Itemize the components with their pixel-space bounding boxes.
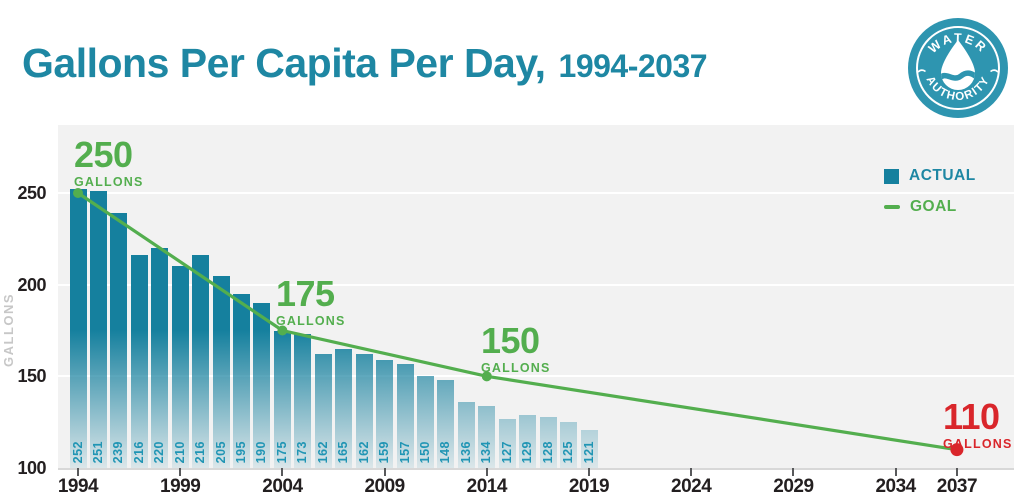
annotation-unit: GALLONS: [74, 175, 144, 189]
y-axis-title: GALLONS: [1, 292, 16, 367]
year-label-2019: 2019: [568, 476, 610, 497]
bar-value-2008: 162: [356, 440, 371, 463]
bar-value-2003: 190: [254, 440, 269, 463]
logo-inner-ring: [916, 26, 1000, 110]
bar-1998: [151, 248, 169, 468]
annotation-unit: GALLONS: [276, 314, 346, 328]
bar-value-2000: 216: [193, 440, 208, 463]
title-date-range: 1994-2037: [558, 48, 708, 84]
xtick-2019: [588, 468, 590, 476]
xtick-2029: [792, 468, 795, 476]
goal-swatch-icon: [884, 205, 900, 209]
bar-value-2006: 162: [315, 440, 330, 463]
year-label-1994: 1994: [57, 476, 99, 497]
bar-value-1994: 252: [70, 440, 85, 463]
year-label-2014: 2014: [466, 476, 508, 497]
xtick-1999: [179, 468, 182, 476]
bar-1994: [69, 189, 87, 468]
annotation-value: 110: [943, 396, 1000, 437]
xtick-1994: [77, 468, 79, 476]
drop-wave: [941, 70, 975, 82]
bar-value-2019: 121: [581, 440, 596, 463]
gridline-250: [58, 192, 1014, 194]
annotation-value: 175: [276, 273, 335, 314]
bar-1997: [130, 255, 148, 468]
bar-value-2002: 195: [234, 440, 249, 463]
actual-swatch-icon: [884, 168, 899, 184]
bar-value-2009: 159: [377, 440, 392, 463]
xtick-2034: [894, 468, 897, 476]
bar-value-1995: 251: [90, 440, 105, 463]
annotation-150-gallons: 150 GALLONS: [481, 323, 551, 375]
logo-tilde-right: [990, 69, 999, 73]
annotation-175-gallons: 175 GALLONS: [276, 276, 346, 328]
bar-value-2007: 165: [336, 440, 351, 463]
bar-value-2013: 136: [458, 440, 473, 463]
water-authority-logo: WATER AUTHORITY: [908, 18, 1008, 118]
annotation-value: 150: [481, 320, 540, 361]
year-label-2029: 2029: [773, 476, 814, 497]
bar-value-2014: 134: [479, 440, 494, 463]
year-label-2009: 2009: [364, 476, 405, 497]
bar-1996: [110, 213, 128, 468]
annotation-110-gallons: 110 GALLONS: [943, 399, 1013, 451]
bar-value-2016: 129: [520, 440, 535, 463]
bar-value-1999: 210: [172, 440, 187, 463]
bar-value-2017: 128: [540, 440, 555, 463]
annotation-value: 250: [74, 134, 133, 175]
legend-label-actual: ACTUAL: [909, 167, 976, 184]
legend-item-goal: GOAL: [884, 198, 976, 216]
legend-label-goal: GOAL: [910, 198, 957, 215]
year-label-1999: 1999: [160, 476, 201, 497]
logo-tilde-left: [917, 69, 926, 73]
bar-1999: [171, 266, 189, 468]
bar-value-2018: 125: [561, 440, 576, 463]
ytick-label-150: 150: [17, 366, 46, 387]
bar-value-2004: 175: [274, 440, 289, 463]
bar-2000: [192, 255, 210, 468]
page-title: Gallons Per Capita Per Day, 1994-2037: [22, 40, 708, 87]
xtick-2037: [955, 468, 958, 476]
year-label-2034: 2034: [875, 476, 916, 497]
xtick-2009: [383, 468, 386, 476]
year-label-2037: 2037: [936, 476, 978, 497]
bar-1995: [89, 191, 107, 468]
bar-value-2005: 173: [295, 440, 310, 463]
bar-value-2012: 148: [438, 440, 453, 463]
bar-value-1996: 239: [111, 440, 126, 463]
legend: ACTUAL GOAL: [884, 167, 976, 229]
bar-value-2010: 157: [397, 440, 412, 463]
xtick-2014: [485, 468, 488, 476]
legend-item-actual: ACTUAL: [884, 167, 976, 185]
bar-value-2011: 150: [417, 440, 432, 463]
annotation-250-gallons: 250 GALLONS: [74, 137, 144, 189]
year-label-2004: 2004: [262, 476, 303, 497]
bar-value-2001: 205: [213, 440, 228, 463]
title-main: Gallons Per Capita Per Day,: [22, 40, 546, 86]
bar-value-1997: 216: [131, 440, 146, 463]
year-label-2024: 2024: [671, 476, 712, 497]
ytick-label-250: 250: [17, 183, 46, 203]
bar-value-1998: 220: [152, 440, 167, 463]
ytick-label-100: 100: [17, 458, 46, 478]
xtick-2024: [690, 468, 693, 476]
annotation-unit: GALLONS: [481, 361, 551, 375]
annotation-unit: GALLONS: [943, 437, 1013, 451]
bar-value-2015: 127: [499, 440, 514, 463]
bar-2001: [212, 275, 230, 468]
xtick-2004: [281, 468, 284, 476]
ytick-label-200: 200: [17, 274, 46, 295]
